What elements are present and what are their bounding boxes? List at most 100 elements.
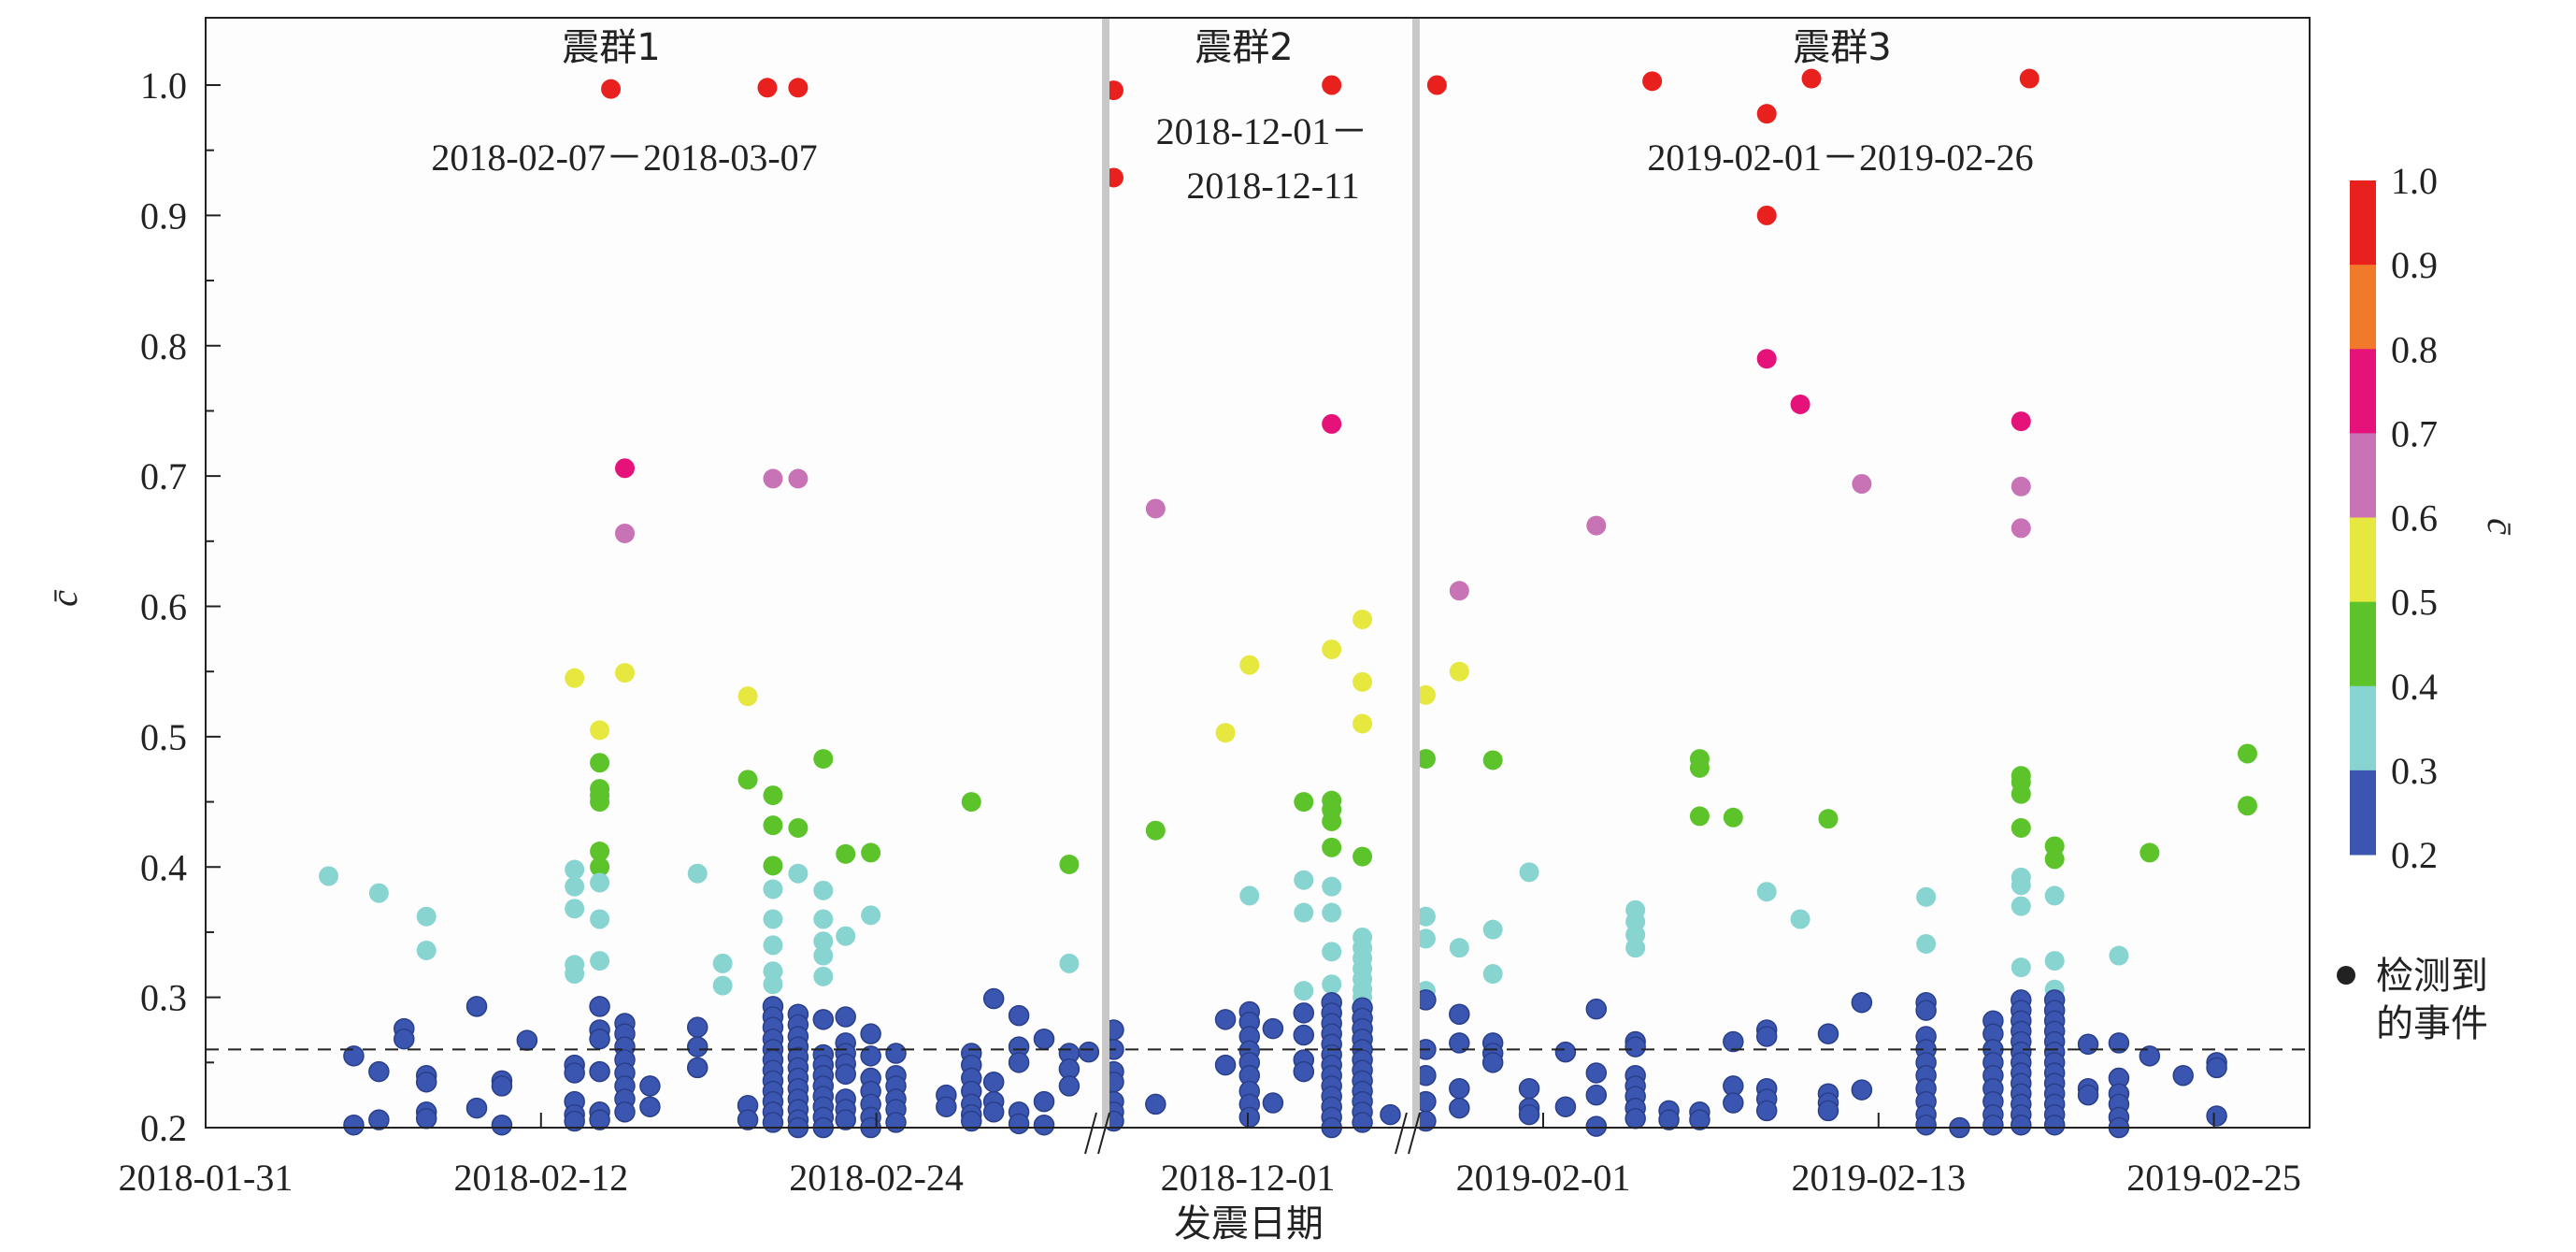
data-point bbox=[1322, 876, 1342, 897]
data-point bbox=[1352, 609, 1373, 629]
data-point bbox=[2044, 849, 2065, 870]
data-point bbox=[1518, 1103, 1540, 1126]
y-tick-label: 0.3 bbox=[140, 977, 187, 1019]
data-point bbox=[982, 1071, 1005, 1093]
colorbar-tick-label: 0.5 bbox=[2391, 582, 2438, 624]
data-point bbox=[836, 926, 856, 946]
data-point bbox=[1585, 1084, 1608, 1106]
colorbar-bin bbox=[2350, 433, 2376, 518]
data-point bbox=[763, 974, 783, 995]
data-point bbox=[1145, 820, 1166, 841]
data-point bbox=[1033, 1028, 1055, 1050]
data-point bbox=[1658, 1109, 1680, 1130]
data-point bbox=[1145, 1093, 1166, 1115]
data-point bbox=[813, 966, 834, 986]
legend-marker bbox=[2337, 966, 2355, 985]
data-point bbox=[1585, 1062, 1608, 1084]
data-point bbox=[368, 1109, 390, 1130]
data-point bbox=[1033, 1114, 1055, 1136]
legend-label-line1: 检测到 bbox=[2376, 955, 2488, 998]
data-point bbox=[565, 964, 585, 985]
data-point bbox=[1008, 1052, 1030, 1073]
data-point bbox=[757, 78, 778, 98]
data-point bbox=[762, 1112, 784, 1133]
data-point bbox=[1851, 991, 1873, 1014]
data-point bbox=[1293, 1060, 1315, 1083]
data-point bbox=[2077, 1033, 2099, 1056]
data-point bbox=[491, 1114, 513, 1136]
x-tick-label: 2019-02-01 bbox=[1456, 1157, 1631, 1199]
data-point bbox=[1214, 1054, 1237, 1076]
data-point bbox=[861, 842, 881, 863]
x-tick-label: 2019-02-25 bbox=[2126, 1157, 2301, 1199]
data-point bbox=[836, 843, 856, 864]
data-point bbox=[416, 906, 436, 927]
data-point bbox=[1322, 75, 1342, 95]
axes-frame bbox=[205, 17, 2311, 1129]
data-point bbox=[763, 785, 783, 806]
data-point bbox=[589, 1028, 610, 1050]
data-point bbox=[1723, 1030, 1744, 1053]
cluster-2-title: 震群2 bbox=[1195, 26, 1293, 69]
data-point bbox=[1756, 104, 1777, 124]
data-point bbox=[1519, 862, 1539, 883]
data-point bbox=[1058, 1075, 1080, 1097]
y-tick-label: 0.8 bbox=[140, 325, 187, 367]
data-point bbox=[737, 686, 758, 707]
data-point bbox=[465, 996, 488, 1017]
data-point bbox=[564, 1110, 585, 1132]
y-tick-label: 0.5 bbox=[140, 716, 187, 758]
data-point bbox=[415, 1071, 437, 1093]
data-point bbox=[813, 749, 834, 770]
data-point bbox=[2011, 411, 2031, 432]
colorbar-bin bbox=[2350, 265, 2376, 350]
data-point bbox=[788, 817, 809, 838]
data-point bbox=[1554, 1041, 1577, 1063]
data-point bbox=[1294, 870, 1314, 890]
axis-break-mark bbox=[1395, 1112, 1408, 1155]
legend-label-line2: 的事件 bbox=[2376, 1002, 2488, 1045]
data-point bbox=[1915, 1114, 1937, 1136]
data-point bbox=[590, 872, 610, 893]
data-point bbox=[2140, 842, 2160, 863]
data-point bbox=[1380, 1103, 1401, 1126]
legend: 检测到 的事件 bbox=[2337, 955, 2488, 1045]
data-point bbox=[763, 468, 783, 489]
data-point bbox=[763, 815, 783, 836]
data-point bbox=[1059, 953, 1080, 973]
colorbar-bin bbox=[2350, 685, 2376, 771]
data-point bbox=[1916, 933, 1937, 954]
x-tick-label: 2019-02-13 bbox=[1791, 1157, 1966, 1199]
data-point bbox=[1008, 1004, 1030, 1027]
data-point bbox=[1449, 1032, 1470, 1054]
data-point bbox=[2206, 1105, 2227, 1127]
data-point bbox=[686, 1057, 708, 1079]
data-point bbox=[1642, 71, 1663, 92]
data-point bbox=[1982, 1114, 2004, 1136]
data-point bbox=[639, 1096, 661, 1117]
data-point bbox=[2011, 518, 2031, 539]
data-point bbox=[1756, 882, 1777, 902]
data-point bbox=[1689, 757, 1710, 778]
data-point bbox=[1145, 498, 1166, 519]
cluster-1-period: 2018-02-07－2018-03-07 bbox=[431, 137, 817, 179]
data-point bbox=[1449, 1097, 1470, 1119]
data-point bbox=[1239, 885, 1260, 906]
x-tick-label: 2018-02-24 bbox=[789, 1157, 964, 1199]
cluster-3-title: 震群3 bbox=[1793, 26, 1891, 69]
data-point bbox=[1756, 349, 1777, 369]
colorbar: 1.0 0.9 0.8 0.7 0.6 0.5 0.4 0.3 0.2 bbox=[2350, 160, 2438, 876]
cluster-1-title: 震群1 bbox=[562, 26, 660, 69]
data-point bbox=[590, 792, 610, 813]
data-point bbox=[615, 523, 635, 543]
x-axis-label: 发震日期 bbox=[1174, 1202, 1324, 1245]
y-tick-label: 0.7 bbox=[140, 455, 187, 497]
data-point bbox=[415, 1107, 437, 1130]
segment-separator bbox=[1102, 18, 1109, 1128]
data-point bbox=[1426, 75, 1447, 95]
data-point bbox=[1059, 854, 1080, 874]
data-point bbox=[860, 1023, 881, 1044]
data-point bbox=[1033, 1090, 1055, 1113]
data-point bbox=[615, 663, 635, 684]
data-point bbox=[982, 987, 1005, 1010]
